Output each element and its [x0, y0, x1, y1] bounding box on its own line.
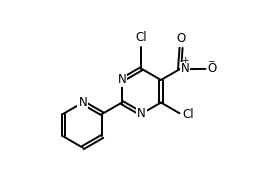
Text: −: −	[207, 56, 215, 65]
Text: N: N	[181, 62, 190, 75]
Text: N: N	[117, 74, 126, 87]
Text: Cl: Cl	[182, 108, 194, 121]
Text: N: N	[137, 107, 146, 120]
Text: O: O	[176, 32, 186, 45]
Text: N: N	[78, 96, 87, 109]
Text: +: +	[181, 56, 189, 65]
Text: Cl: Cl	[136, 31, 147, 44]
Text: O: O	[207, 62, 217, 75]
